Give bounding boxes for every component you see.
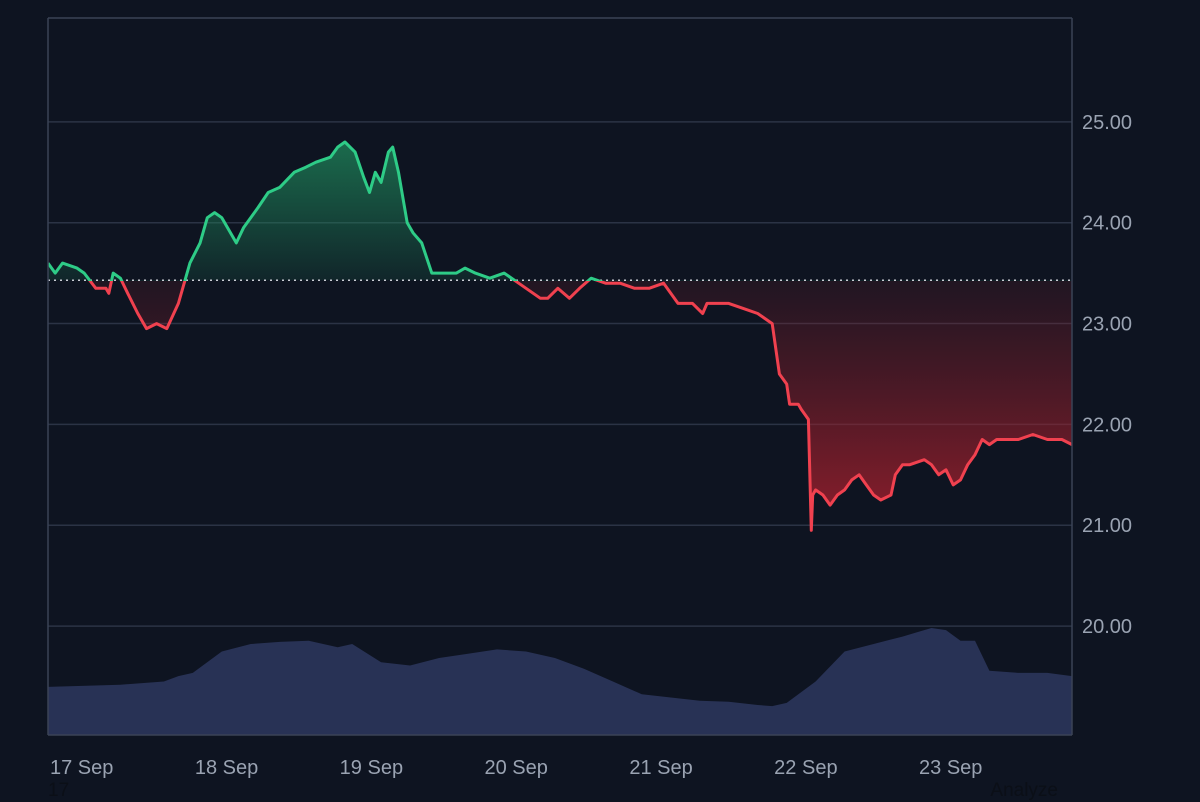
x-tick-label: 22 Sep bbox=[774, 757, 837, 779]
y-tick-label: 24.00 bbox=[1082, 213, 1132, 235]
price-fill bbox=[48, 142, 1072, 531]
y-axis: 25.00 24.00 23.00 22.00 21.00 20.00 bbox=[1082, 112, 1132, 638]
y-tick-label: 23.00 bbox=[1082, 314, 1132, 336]
x-tick-label: 20 Sep bbox=[485, 757, 548, 779]
x-tick-label: 23 Sep bbox=[919, 757, 982, 779]
volume-shape bbox=[48, 628, 1072, 735]
down-fill-area bbox=[90, 281, 1072, 531]
x-tick-label: 19 Sep bbox=[340, 757, 403, 779]
volume-area bbox=[48, 628, 1072, 735]
x-axis: 17 Sep 18 Sep 19 Sep 20 Sep 21 Sep 22 Sep 23 S… bbox=[50, 757, 982, 779]
y-tick-label: 21.00 bbox=[1082, 515, 1132, 537]
x-tick-label: 21 Sep bbox=[629, 757, 692, 779]
x-tick-label: 18 Sep bbox=[195, 757, 258, 779]
y-tick-label: 20.00 bbox=[1082, 616, 1132, 638]
plot-frame bbox=[47, 17, 1073, 736]
x-tick-label: 17 Sep bbox=[50, 757, 113, 779]
up-fill-area bbox=[48, 142, 1072, 281]
price-line bbox=[48, 140, 1072, 532]
down-line bbox=[88, 281, 1072, 532]
up-line bbox=[48, 140, 604, 281]
analyze-link[interactable]: Analyze bbox=[990, 780, 1058, 801]
y-tick-label: 22.00 bbox=[1082, 414, 1132, 436]
footer-left-text: 17 bbox=[48, 780, 70, 801]
y-tick-label: 25.00 bbox=[1082, 112, 1132, 134]
